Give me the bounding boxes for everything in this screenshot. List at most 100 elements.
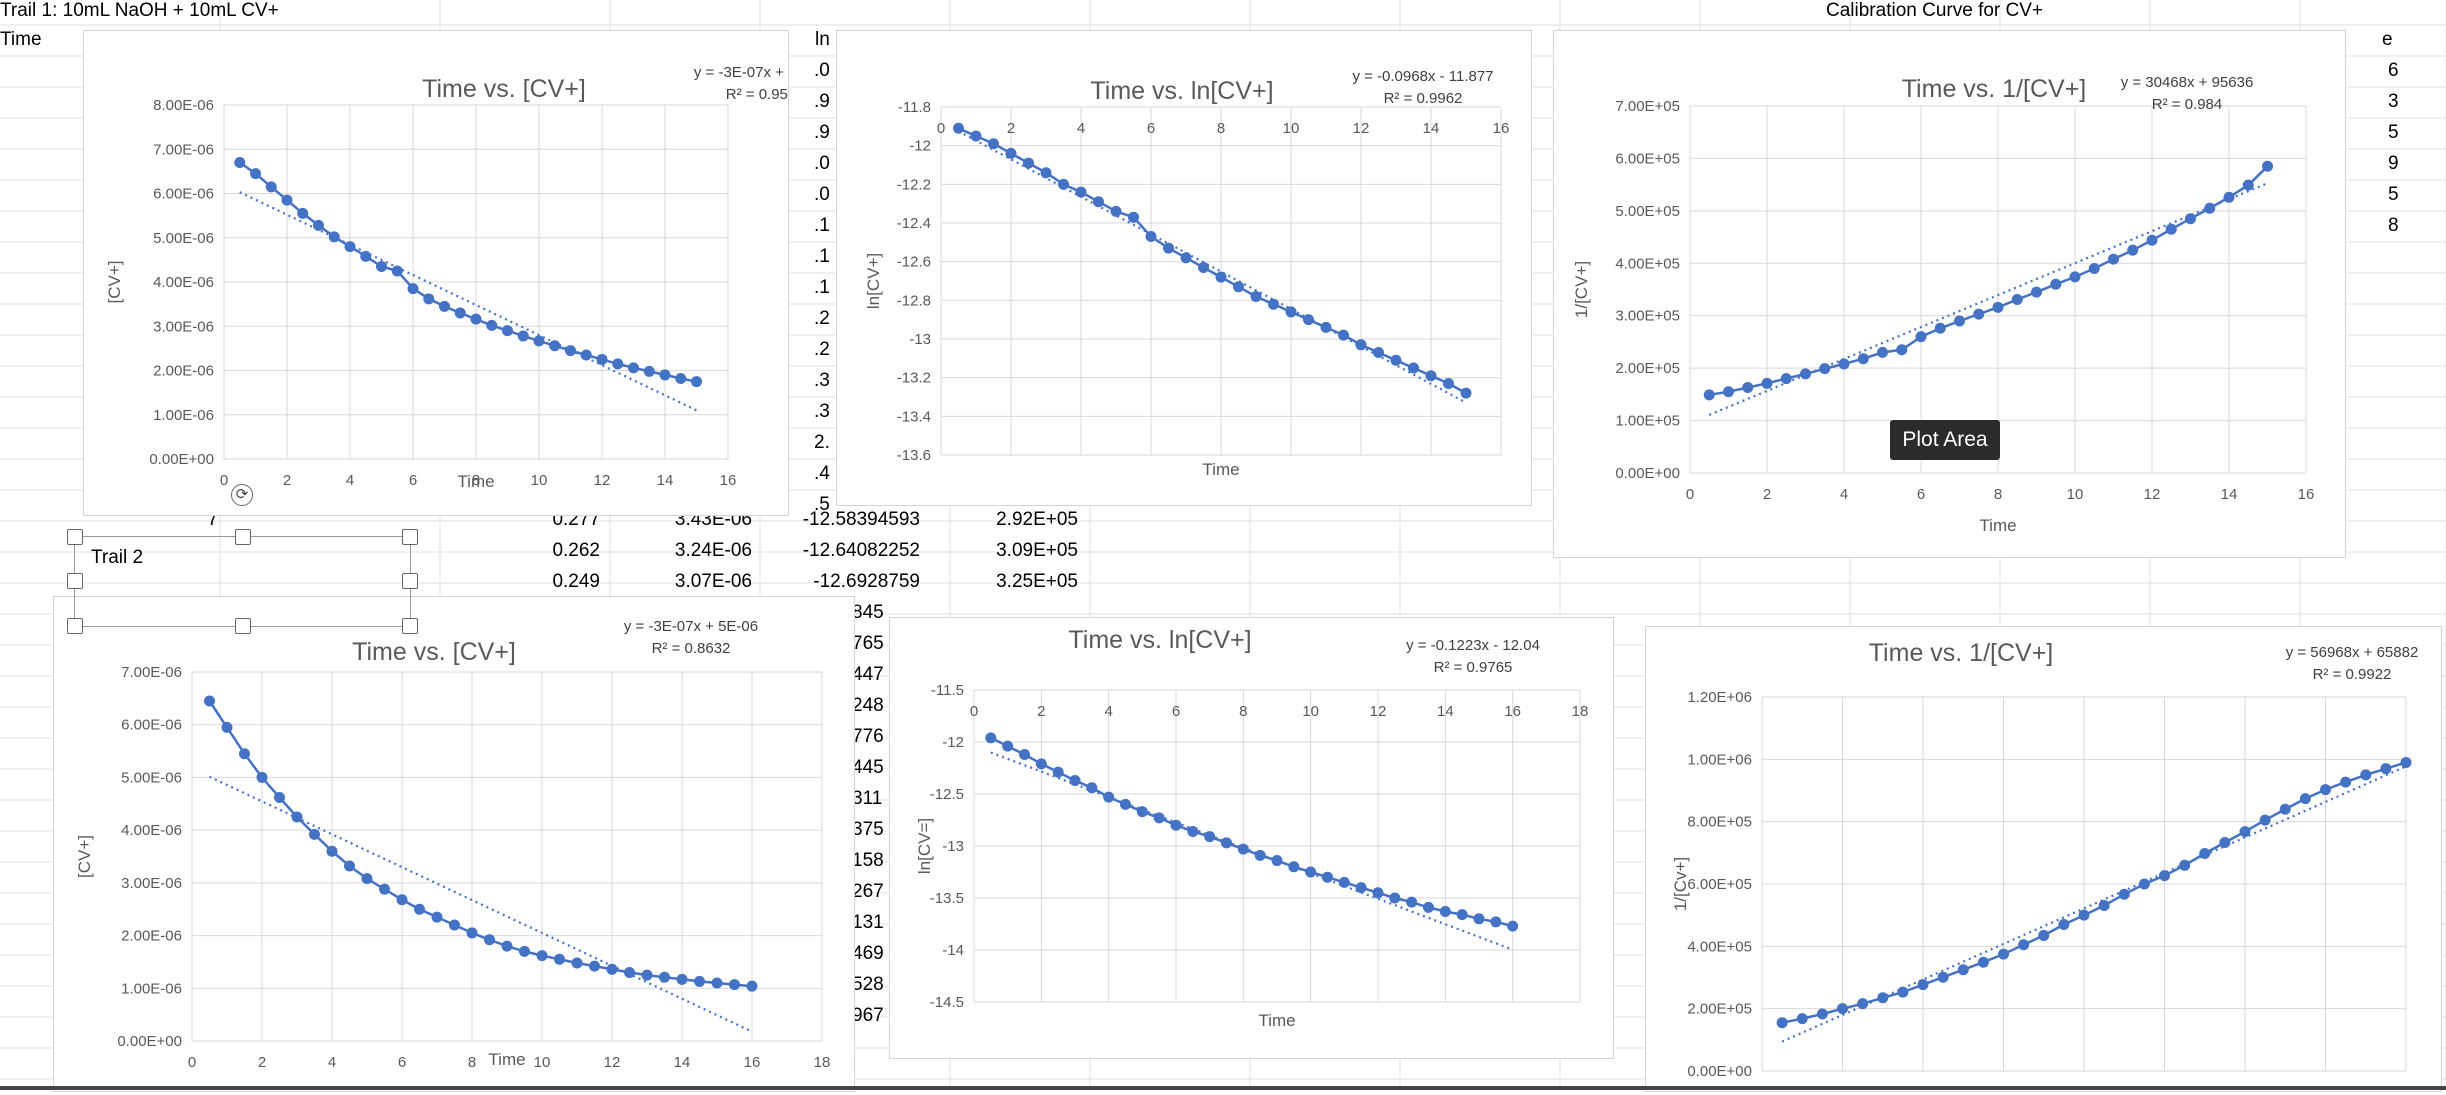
ln-column-partial[interactable]: .4 bbox=[814, 463, 830, 484]
x-tick-label: 14 bbox=[1437, 703, 1454, 720]
sheet-title-cell[interactable]: Trail 1: 10mL NaOH + 10mL CV+ bbox=[0, 0, 279, 21]
y-axis-label: ln[CV=] bbox=[915, 818, 934, 874]
row-ln-cell[interactable]: -12.64082252 bbox=[802, 540, 920, 561]
row-ln-cell[interactable]: -12.6928759 bbox=[813, 571, 920, 592]
resize-handle-ne[interactable] bbox=[402, 529, 418, 545]
ln-column-partial[interactable]: .2 bbox=[814, 308, 830, 329]
ln-column-partial[interactable]: .0 bbox=[814, 153, 830, 174]
chart-title: Time vs. [CV+] bbox=[352, 638, 516, 666]
ln-column-partial[interactable]: .5 bbox=[814, 494, 830, 515]
ln-column-partial[interactable]: .3 bbox=[814, 370, 830, 391]
hidden-column-partial[interactable]: 776 bbox=[852, 726, 884, 747]
x-tick-label: 16 bbox=[1504, 703, 1521, 720]
calibration-title-cell[interactable]: Calibration Curve for CV+ bbox=[1826, 0, 2044, 21]
hidden-column-partial[interactable]: 311 bbox=[852, 788, 883, 809]
trail2-label[interactable]: Trail 2 bbox=[91, 547, 144, 568]
row-inverse-cell[interactable]: 3.25E+05 bbox=[996, 571, 1078, 592]
row-absorbance-cell[interactable]: 0.249 bbox=[552, 571, 600, 592]
x-axis-label: Time bbox=[488, 1050, 525, 1069]
trail2-text-box[interactable]: Trail 2 bbox=[74, 536, 411, 627]
resize-handle-sw[interactable] bbox=[67, 618, 83, 634]
row-time-cell[interactable]: 7 bbox=[207, 509, 218, 530]
data-point bbox=[1460, 387, 1472, 399]
hidden-column-partial[interactable]: 445 bbox=[852, 757, 884, 778]
x-tick-label: 4 bbox=[1840, 486, 1848, 503]
hidden-column-partial[interactable]: 967 bbox=[852, 1005, 884, 1026]
ln-column-partial[interactable]: .9 bbox=[814, 91, 830, 112]
hidden-column-partial[interactable]: 469 bbox=[852, 943, 884, 964]
e-header-partial[interactable]: e bbox=[2382, 29, 2393, 50]
ln-column-partial[interactable]: .1 bbox=[814, 277, 830, 298]
row-inverse-cell[interactable]: 2.92E+05 bbox=[996, 509, 1078, 530]
ln-column-partial[interactable]: .2 bbox=[814, 339, 830, 360]
ln-column-partial[interactable]: .0 bbox=[814, 60, 830, 81]
data-point bbox=[624, 966, 635, 978]
x-tick-label: 2 bbox=[1037, 703, 1045, 720]
row-conc-cell[interactable]: 3.07E-06 bbox=[674, 571, 752, 592]
data-point bbox=[2262, 160, 2273, 172]
row-absorbance-cell[interactable]: 0.262 bbox=[552, 540, 600, 561]
right-column-digit[interactable]: 3 bbox=[2388, 91, 2399, 112]
resize-handle-se[interactable] bbox=[402, 618, 418, 634]
chart-trail1-conc[interactable]: 0.00E+00 1.00E-06 2.00E-06 3.00E-06 4.00E-06… bbox=[83, 30, 789, 516]
resize-handle-n[interactable] bbox=[235, 529, 251, 545]
right-column-digit[interactable]: 8 bbox=[2388, 215, 2399, 236]
data-point bbox=[2098, 900, 2110, 912]
chart-trail1-ln[interactable]: -13.6 -13.4 -13.2 -13 -12.8 -12.6 -12.4 -12.2 -1… bbox=[836, 30, 1532, 506]
right-column-digit[interactable]: 9 bbox=[2388, 153, 2399, 174]
resize-handle-w[interactable] bbox=[67, 573, 83, 589]
data-point bbox=[1303, 314, 1314, 326]
data-point bbox=[1934, 322, 1946, 334]
data-point bbox=[1075, 186, 1087, 198]
data-point bbox=[1877, 346, 1888, 358]
hidden-column-partial[interactable]: 248 bbox=[852, 695, 884, 716]
hidden-column-partial[interactable]: 131 bbox=[852, 912, 884, 933]
hidden-column-partial[interactable]: 528 bbox=[852, 974, 884, 995]
data-point bbox=[1406, 896, 1418, 908]
chart-trail2-conc[interactable]: 0.00E+00 1.00E-06 2.00E-06 3.00E-06 4.00E-06… bbox=[53, 596, 855, 1092]
ln-column-partial[interactable]: .1 bbox=[814, 215, 830, 236]
hidden-column-partial[interactable]: 375 bbox=[852, 819, 884, 840]
chart-trail2-ln[interactable]: -14.5 -14 -13.5 -13 -12.5 -12 -11.5 0 2 4 6 8 10 12 14… bbox=[889, 617, 1614, 1059]
resize-handle-s[interactable] bbox=[235, 618, 251, 634]
trendline-r2: R² = 0.8632 bbox=[652, 640, 731, 657]
x-tick-label: 2 bbox=[1007, 120, 1015, 137]
hidden-column-partial[interactable]: 158 bbox=[852, 850, 884, 871]
ln-column-partial[interactable]: .3 bbox=[814, 401, 830, 422]
resize-handle-nw[interactable] bbox=[67, 529, 83, 545]
hidden-column-partial[interactable]: 267 bbox=[852, 881, 884, 902]
ln-header-partial[interactable]: ln bbox=[815, 29, 830, 50]
hidden-column-partial[interactable]: 845 bbox=[852, 602, 884, 623]
data-point bbox=[1723, 386, 1734, 398]
data-point bbox=[2069, 271, 2081, 283]
right-column-digit[interactable]: 5 bbox=[2388, 184, 2399, 205]
data-point bbox=[1103, 791, 1115, 803]
rotate-icon[interactable]: ⟳ bbox=[231, 484, 253, 506]
chart-title: Time vs. 1/[CV+] bbox=[1902, 75, 2087, 103]
ln-column-partial[interactable]: .1 bbox=[814, 246, 830, 267]
right-column-digit[interactable]: 5 bbox=[2388, 122, 2399, 143]
chart-trail1-inverse[interactable]: 0.00E+00 1.00E+05 2.00E+05 3.00E+05 4.00E+05… bbox=[1553, 30, 2346, 558]
data-point bbox=[2058, 919, 2070, 931]
ln-column-partial[interactable]: .9 bbox=[814, 122, 830, 143]
y-tick-label: -13.6 bbox=[897, 447, 931, 464]
y-tick-label: 6.00E+05 bbox=[1687, 876, 1752, 893]
data-point bbox=[1780, 373, 1792, 385]
ln-column-partial[interactable]: .0 bbox=[814, 184, 830, 205]
hidden-column-partial[interactable]: 447 bbox=[852, 664, 884, 685]
row-ln-cell[interactable]: -12.58394593 bbox=[802, 509, 920, 530]
ln-column-partial[interactable]: 2. bbox=[814, 432, 830, 453]
chart-trail2-inverse[interactable]: 0.00E+00 2.00E+05 4.00E+05 6.00E+05 8.00E+05… bbox=[1645, 626, 2442, 1092]
resize-handle-e[interactable] bbox=[402, 573, 418, 589]
row-inverse-cell[interactable]: 3.09E+05 bbox=[996, 540, 1078, 561]
data-point bbox=[1389, 892, 1401, 904]
data-point bbox=[659, 971, 670, 983]
time-header-cell[interactable]: Time bbox=[0, 29, 42, 50]
trendline bbox=[209, 775, 753, 1033]
y-tick-label: 0.00E+00 bbox=[1615, 465, 1680, 482]
right-column-digit[interactable]: 6 bbox=[2388, 60, 2399, 81]
y-tick-label: -13.4 bbox=[897, 408, 931, 425]
hidden-column-partial[interactable]: 765 bbox=[852, 633, 884, 654]
row-conc-cell[interactable]: 3.24E-06 bbox=[674, 540, 752, 561]
